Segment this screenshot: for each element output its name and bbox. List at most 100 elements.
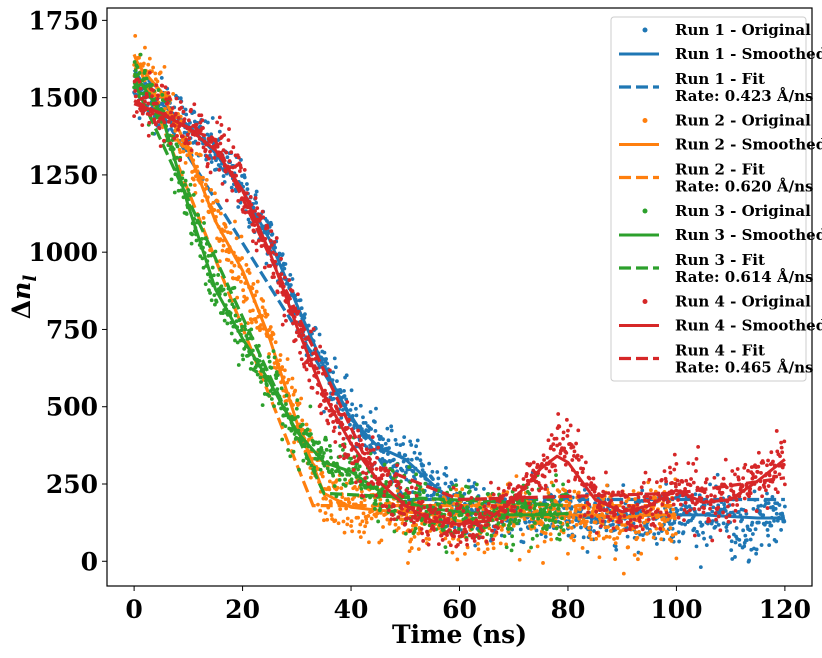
data-point [547, 518, 552, 523]
data-point [340, 495, 345, 500]
data-point [633, 497, 638, 501]
data-point [522, 517, 527, 522]
data-point [450, 550, 455, 555]
data-point [510, 534, 514, 539]
data-point [158, 144, 163, 149]
data-point [769, 450, 774, 455]
data-point [329, 501, 333, 505]
data-point [403, 521, 408, 526]
data-point [482, 516, 486, 521]
data-point [535, 509, 539, 513]
data-point [587, 502, 592, 507]
data-point [567, 489, 572, 494]
data-point [611, 526, 616, 531]
data-point [528, 505, 532, 510]
data-point [471, 484, 475, 489]
data-point [232, 263, 237, 268]
data-point [287, 278, 292, 282]
data-point [282, 275, 287, 280]
data-point [543, 531, 548, 536]
data-point [665, 531, 670, 536]
data-point [557, 489, 562, 494]
data-point [252, 229, 256, 234]
data-point [600, 519, 605, 523]
data-point [694, 469, 698, 473]
data-point [490, 528, 494, 533]
data-point [497, 513, 501, 517]
data-point [453, 516, 458, 520]
data-point [767, 520, 772, 525]
data-point [368, 448, 373, 453]
y-axis-label: Δnl [7, 275, 41, 320]
data-point [318, 467, 323, 472]
data-point [675, 508, 680, 513]
data-point [527, 501, 531, 506]
data-point [175, 134, 179, 138]
data-point [342, 444, 347, 449]
data-point [267, 359, 272, 364]
data-point [280, 252, 285, 256]
data-point [476, 547, 481, 552]
data-point [256, 238, 261, 243]
data-point [693, 492, 698, 497]
data-point [357, 434, 362, 439]
data-point [344, 506, 349, 511]
data-point [267, 393, 272, 398]
data-point [734, 498, 739, 502]
data-point [554, 473, 558, 478]
data-point [729, 548, 734, 552]
data-point [557, 442, 562, 446]
data-point [200, 256, 205, 261]
data-point [612, 537, 616, 541]
data-point [383, 441, 388, 446]
data-point [230, 188, 235, 193]
data-point [755, 470, 760, 474]
data-point [299, 306, 304, 311]
legend-label-rate: Rate: 0.620 Å/ns [675, 178, 813, 196]
data-point [649, 488, 653, 493]
data-point [708, 482, 712, 487]
data-point [329, 513, 334, 518]
data-point [624, 499, 629, 504]
data-point [146, 62, 151, 67]
data-point [736, 477, 741, 482]
data-point [524, 472, 529, 476]
data-point [274, 252, 279, 257]
data-point [648, 529, 653, 534]
data-point [188, 193, 192, 198]
data-point [269, 222, 274, 227]
data-point [553, 468, 558, 473]
data-point [566, 533, 571, 538]
data-point [356, 515, 360, 520]
data-point [542, 539, 547, 544]
data-point [707, 518, 712, 523]
data-point [624, 528, 628, 533]
data-point [274, 370, 279, 374]
data-point [502, 488, 506, 493]
data-point [652, 532, 657, 537]
data-point [563, 488, 568, 493]
data-point [639, 485, 644, 490]
data-point [453, 530, 458, 535]
data-point [542, 510, 547, 515]
data-point [412, 535, 417, 539]
data-point [384, 504, 389, 509]
data-point [368, 410, 373, 414]
data-point [771, 459, 775, 464]
data-point [586, 506, 591, 511]
data-point [267, 352, 272, 356]
legend-label-original: Run 2 - Original [675, 112, 811, 130]
data-point [473, 543, 478, 548]
data-point [246, 217, 251, 222]
data-point [411, 469, 416, 474]
data-point [426, 542, 431, 547]
y-tick-label: 1250 [28, 161, 98, 190]
data-point [748, 491, 753, 496]
data-point [387, 508, 391, 513]
data-point [192, 102, 197, 107]
data-point [396, 515, 401, 520]
data-point [778, 454, 782, 459]
data-point [156, 119, 161, 124]
data-point [670, 496, 675, 501]
data-point [212, 155, 217, 160]
